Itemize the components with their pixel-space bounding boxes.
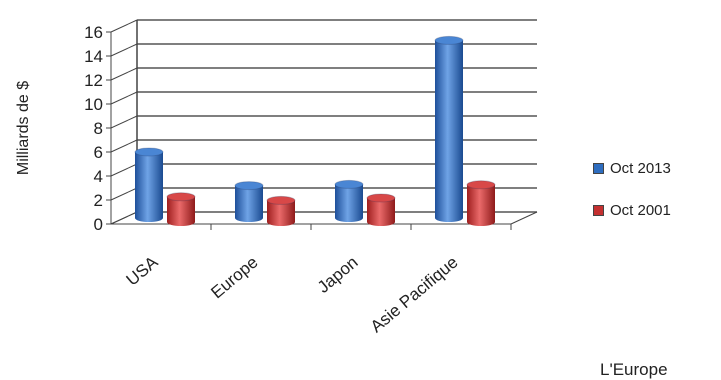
legend-item-oct-2013: Oct 2013: [593, 158, 671, 178]
bar-base: [435, 214, 463, 222]
bar-base: [467, 218, 495, 226]
x-tick-label: Japon: [314, 253, 362, 297]
bar-base: [335, 214, 363, 222]
bar-body: [235, 186, 263, 218]
bar-base: [135, 214, 163, 222]
bar-top: [235, 182, 263, 190]
y-tick-label: 0: [94, 215, 103, 234]
x-tick-label: Asie Pacifique: [367, 253, 462, 337]
y-tick-label: 16: [84, 23, 103, 42]
bar-top: [435, 36, 463, 44]
bar-base: [167, 218, 195, 226]
gridline-diagonal: [111, 20, 137, 32]
legend-swatch-oct-2001: [593, 205, 604, 216]
gridline-diagonal: [111, 164, 137, 176]
legend-item-oct-2001: Oct 2001: [593, 200, 671, 220]
bar-body: [135, 152, 163, 218]
bar-base: [367, 218, 395, 226]
legend-label: Oct 2013: [610, 160, 671, 177]
bar-top: [335, 180, 363, 188]
bar-top: [135, 148, 163, 156]
floor-left-edge: [111, 212, 137, 224]
y-tick-label: 10: [84, 95, 103, 114]
x-tick-label: USA: [123, 252, 162, 289]
bar-top: [367, 194, 395, 202]
gridline-diagonal: [111, 140, 137, 152]
bar-body: [467, 185, 495, 222]
y-tick-label: 4: [94, 167, 103, 186]
bar-top: [467, 181, 495, 189]
legend-label: Oct 2001: [610, 202, 671, 219]
y-tick-label: 2: [94, 191, 103, 210]
gridline-diagonal: [111, 92, 137, 104]
gridline-diagonal: [111, 188, 137, 200]
legend: Oct 2013 Oct 2001: [593, 158, 671, 242]
gridline-diagonal: [111, 44, 137, 56]
x-tick-label: Europe: [207, 253, 261, 303]
y-tick-label: 6: [94, 143, 103, 162]
floor-right-edge: [511, 212, 537, 224]
bar-body: [435, 40, 463, 218]
y-tick-label: 8: [94, 119, 103, 138]
labels: 0 2 4 6 8 10 12 14 16 Milliards de $ USA Europe Japo…: [15, 23, 462, 336]
bar-top: [267, 196, 295, 204]
footer-partial-text: L'Europe: [600, 360, 668, 380]
gridline-diagonal: [111, 116, 137, 128]
bars: [135, 36, 495, 226]
y-tick-label: 14: [84, 47, 103, 66]
y-tick-label: 12: [84, 71, 103, 90]
bar-top: [167, 193, 195, 201]
bar-base: [235, 214, 263, 222]
gridline-diagonal: [111, 68, 137, 80]
bar-body: [335, 184, 363, 218]
legend-swatch-oct-2013: [593, 163, 604, 174]
y-axis-title: Milliards de $: [15, 81, 32, 175]
bar-base: [267, 218, 295, 226]
